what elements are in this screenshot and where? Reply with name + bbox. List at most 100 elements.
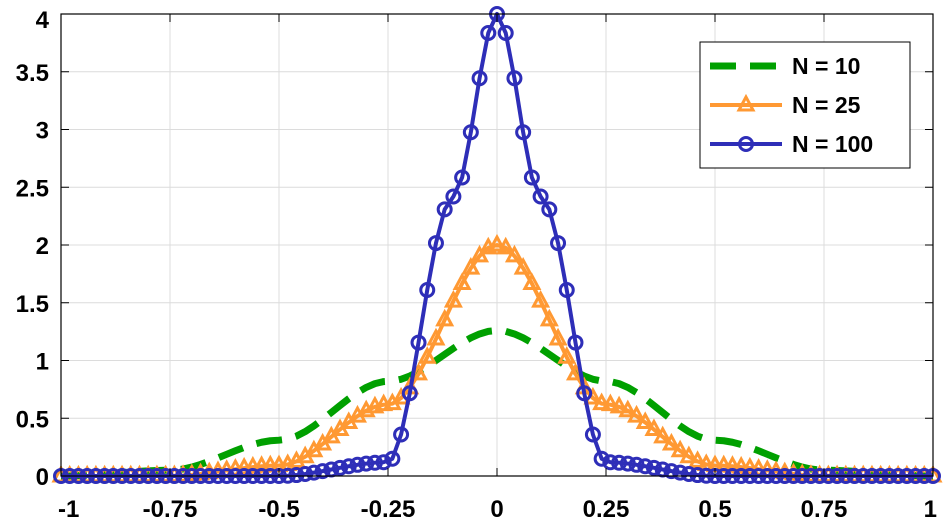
legend: N = 10 N = 25 N = 100 <box>699 41 911 169</box>
data-point <box>523 169 540 186</box>
data-point <box>366 454 383 471</box>
legend-marker <box>736 93 756 112</box>
data-point <box>435 308 455 327</box>
legend-entry: N = 25 <box>710 92 861 118</box>
data-point <box>722 455 742 473</box>
x-tick-label: -0.5 <box>258 496 299 523</box>
data-point <box>548 327 568 346</box>
x-tick-label: -1 <box>58 496 79 523</box>
data-point <box>541 201 558 218</box>
data-point <box>628 456 645 473</box>
data-point <box>393 426 410 443</box>
data-point <box>531 289 551 308</box>
legend-entry: N = 100 <box>710 131 873 157</box>
data-point <box>679 445 699 464</box>
x-tick-label: 0.5 <box>698 496 731 523</box>
data-point <box>627 404 647 423</box>
data-point <box>672 464 689 481</box>
data-point <box>522 272 542 291</box>
data-point <box>443 289 463 308</box>
data-point <box>611 454 628 471</box>
data-point <box>506 70 523 87</box>
data-point <box>689 467 706 484</box>
data-point <box>504 244 524 263</box>
data-point <box>297 465 314 482</box>
data-point <box>637 458 654 475</box>
data-point <box>635 411 655 429</box>
data-point <box>461 256 481 275</box>
y-tick-label: 0 <box>36 464 49 491</box>
y-tick-label: 2 <box>36 233 49 260</box>
y-tick-label: 1 <box>36 349 49 376</box>
x-tick-label: 0.75 <box>801 496 848 523</box>
data-point <box>480 24 497 41</box>
data-point <box>427 235 444 252</box>
data-point <box>497 24 514 41</box>
data-point <box>593 450 610 467</box>
data-point <box>340 458 357 475</box>
y-tick-label: 3.5 <box>16 60 49 87</box>
ticks: -1 -0.75 -0.5 -0.25 0 0.25 0.5 0.75 1 0 0.5 1 1.5 2 2.… <box>16 7 937 523</box>
data-point <box>740 456 760 475</box>
data-point <box>471 70 488 87</box>
data-point <box>375 454 392 471</box>
data-point <box>584 426 601 443</box>
data-point <box>470 244 490 263</box>
data-point <box>653 425 673 444</box>
data-point <box>663 463 680 480</box>
data-point <box>462 124 479 141</box>
data-point <box>618 399 638 418</box>
data-point <box>670 439 690 458</box>
data-point <box>487 233 507 252</box>
data-point <box>426 327 446 346</box>
data-point <box>445 188 462 205</box>
data-point <box>419 281 436 298</box>
data-point <box>680 465 697 482</box>
data-point <box>384 450 401 467</box>
data-point <box>401 385 418 402</box>
legend-label: N = 100 <box>792 131 873 157</box>
data-point <box>454 169 471 186</box>
y-tick-label: 4 <box>36 7 50 34</box>
y-tick-label: 0.5 <box>16 406 49 433</box>
x-tick-label: 0 <box>490 496 503 523</box>
legend-label: N = 25 <box>792 92 861 118</box>
x-tick-label: -0.25 <box>361 496 416 523</box>
data-point <box>515 124 532 141</box>
data-point <box>436 201 453 218</box>
data-point <box>557 346 577 364</box>
y-tick-label: 3 <box>36 118 49 145</box>
data-point <box>661 432 681 451</box>
data-point <box>539 308 559 327</box>
legend-entry: N = 10 <box>710 53 860 79</box>
data-point <box>305 464 322 481</box>
data-point <box>358 455 375 472</box>
data-point <box>332 459 349 476</box>
data-point <box>644 418 664 437</box>
data-point <box>417 346 437 364</box>
data-point <box>452 272 472 291</box>
data-point <box>688 450 708 468</box>
y-tick-label: 2.5 <box>16 175 49 202</box>
y-tick-label: 1.5 <box>16 291 49 318</box>
data-point <box>609 395 629 414</box>
data-point <box>731 455 751 474</box>
data-point <box>567 334 584 351</box>
x-tick-label: -0.75 <box>143 496 198 523</box>
data-point <box>532 188 549 205</box>
data-point <box>592 392 612 411</box>
data-point <box>645 459 662 476</box>
data-point <box>602 454 619 471</box>
data-point <box>550 235 567 252</box>
data-point <box>349 456 366 473</box>
data-point <box>600 393 620 412</box>
data-point <box>314 463 331 480</box>
data-point <box>496 236 516 255</box>
data-point <box>513 256 533 275</box>
data-point <box>576 385 593 402</box>
data-point <box>558 281 575 298</box>
data-point <box>288 467 305 484</box>
legend-label: N = 10 <box>792 53 860 79</box>
legend-marker <box>738 136 754 152</box>
